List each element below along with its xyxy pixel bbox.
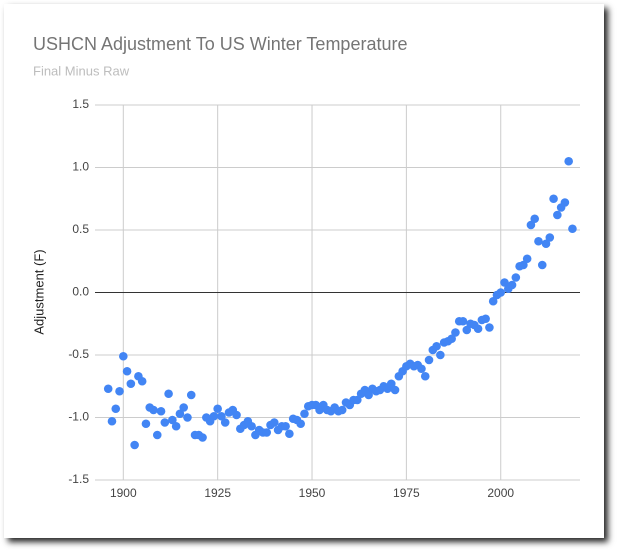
point [262, 428, 272, 437]
point [568, 224, 577, 234]
point [179, 403, 188, 412]
point [545, 233, 555, 242]
point [424, 355, 434, 365]
point [511, 273, 521, 282]
point [186, 390, 196, 400]
point [164, 389, 173, 399]
y-tick-label: -1.0 [68, 410, 89, 424]
point [496, 288, 506, 297]
point [507, 280, 517, 290]
point [217, 411, 226, 421]
point [232, 410, 241, 420]
point [390, 385, 400, 395]
point [534, 236, 543, 246]
y-tick-label: 0.5 [72, 222, 89, 236]
y-tick-label: -1.5 [68, 472, 89, 486]
y-axis-label: Adjustment (F) [31, 249, 46, 334]
chart-title: USHCN Adjustment To US Winter Temperatur… [33, 34, 407, 54]
point [473, 324, 483, 334]
point [247, 421, 256, 431]
point [126, 379, 136, 389]
point [111, 404, 121, 414]
point [296, 419, 306, 429]
point [119, 351, 128, 361]
point [152, 430, 162, 440]
x-tick-label: 1975 [393, 486, 420, 500]
y-tick-label: 1.0 [72, 160, 89, 174]
point [175, 409, 185, 419]
point [560, 198, 570, 207]
point [526, 220, 536, 230]
point [553, 210, 562, 220]
point [183, 413, 192, 422]
point [213, 404, 222, 414]
point [198, 433, 207, 442]
point [364, 390, 373, 400]
point [420, 371, 430, 381]
point [149, 405, 158, 415]
point [281, 421, 290, 431]
point [160, 418, 170, 427]
point [168, 415, 177, 425]
x-tick-label: 1925 [204, 486, 231, 500]
point [432, 341, 441, 351]
point [549, 194, 558, 204]
point [220, 418, 230, 427]
point [300, 409, 309, 419]
point [171, 421, 181, 431]
x-tick-label: 1950 [299, 486, 326, 500]
chart: USHCN Adjustment To US Winter Temperatur… [31, 34, 580, 500]
point [458, 316, 468, 326]
point [386, 379, 396, 389]
point [522, 254, 532, 264]
point [130, 440, 139, 450]
point [417, 364, 426, 374]
point [353, 395, 362, 405]
point [541, 239, 551, 249]
point [107, 416, 117, 426]
chart-subtitle: Final Minus Raw [33, 63, 130, 78]
point [488, 296, 498, 306]
point [337, 405, 347, 415]
point [500, 278, 509, 287]
point [519, 260, 528, 270]
point [485, 323, 494, 332]
point [462, 325, 472, 335]
point [530, 214, 540, 224]
card: USHCN Adjustment To US Winter Temperatur… [4, 4, 604, 538]
x-tick-label: 2000 [487, 486, 514, 500]
point [537, 260, 547, 270]
y-tick-label: -0.5 [68, 347, 89, 361]
point [115, 386, 124, 396]
point [122, 366, 132, 376]
point [481, 314, 490, 324]
y-tick-label: 0.0 [72, 285, 89, 299]
point [156, 406, 166, 416]
point [436, 350, 445, 360]
point [103, 384, 113, 394]
point [447, 334, 456, 344]
x-tick-label: 1900 [110, 486, 137, 500]
point [451, 328, 460, 337]
y-tick-label: 1.5 [72, 97, 89, 111]
point [137, 376, 147, 386]
point [141, 419, 151, 429]
point [209, 411, 219, 421]
point [285, 429, 294, 439]
point [269, 418, 279, 427]
point [564, 156, 573, 166]
